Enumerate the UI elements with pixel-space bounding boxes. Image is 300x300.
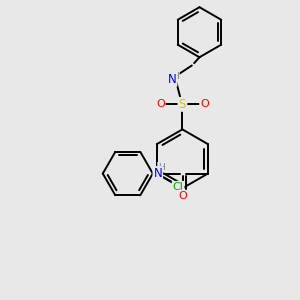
Text: N: N <box>168 73 176 86</box>
Text: O: O <box>178 190 187 201</box>
Text: Cl: Cl <box>173 182 184 192</box>
Text: O: O <box>200 99 209 110</box>
Text: N: N <box>154 167 162 180</box>
Text: H: H <box>158 163 165 172</box>
Text: O: O <box>156 99 165 110</box>
Text: S: S <box>179 98 186 111</box>
Text: H: H <box>172 73 179 82</box>
